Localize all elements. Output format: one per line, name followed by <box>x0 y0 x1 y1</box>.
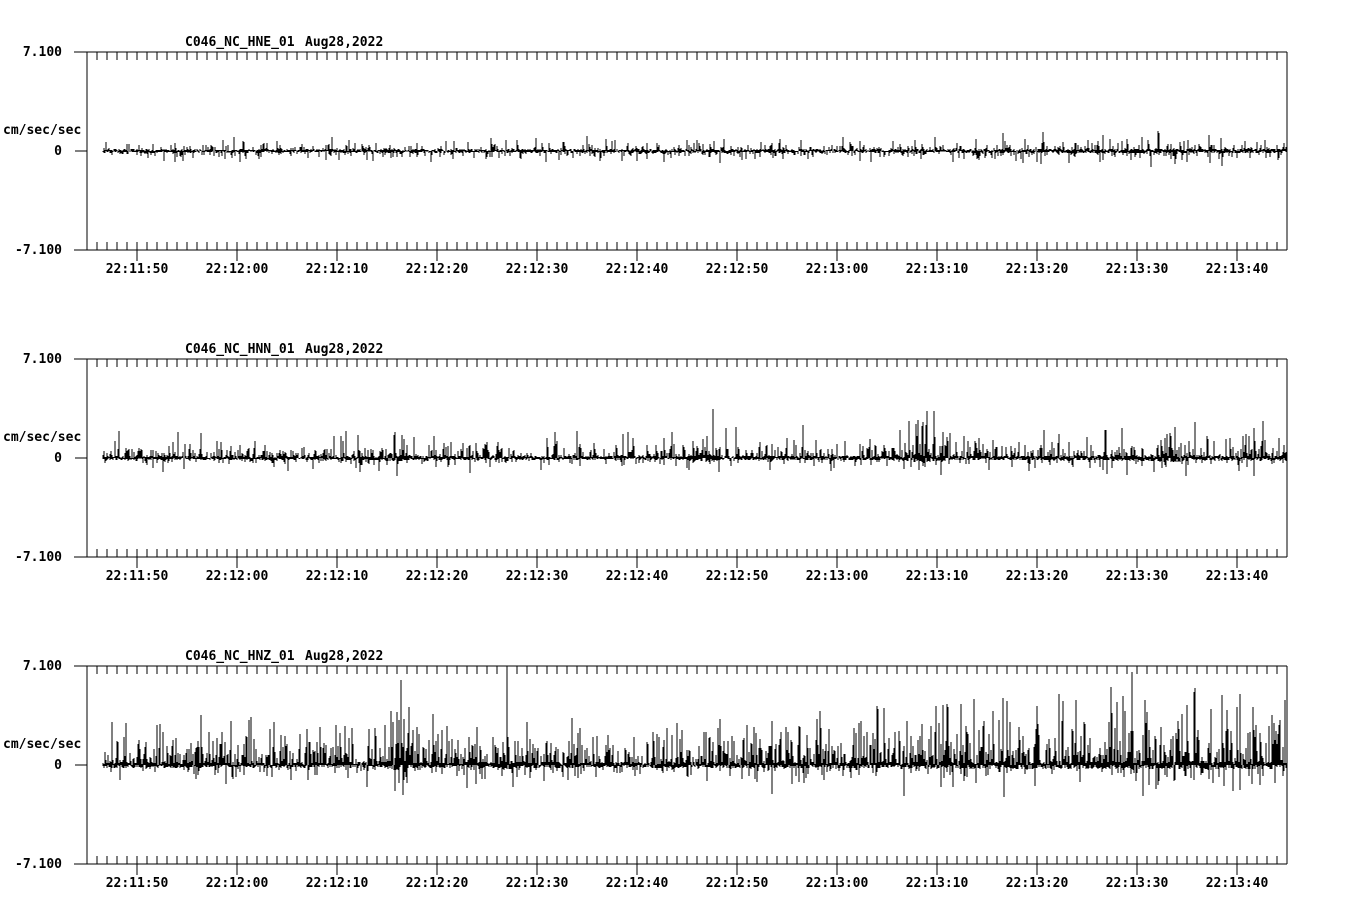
x-tick-label: 22:12:30 <box>505 876 569 891</box>
x-tick-label: 22:12:30 <box>505 262 569 277</box>
x-tick-label: 22:11:50 <box>105 262 169 277</box>
x-tick-label: 22:12:10 <box>305 569 369 584</box>
y-max-label: 7.100 <box>22 352 62 367</box>
panel-date-label: Aug28,2022 <box>305 342 384 357</box>
seismogram-canvas <box>74 358 1288 568</box>
x-tick-label: 22:13:40 <box>1205 262 1269 277</box>
panel-title: C046_NC_HNE_01 <box>185 35 295 50</box>
x-tick-label: 22:13:00 <box>805 876 869 891</box>
seismogram-panel-hne: C046_NC_HNE_01 Aug28,2022 7.100 cm/sec/s… <box>0 0 1358 307</box>
x-tick-label: 22:13:40 <box>1205 876 1269 891</box>
x-tick-label: 22:12:30 <box>505 569 569 584</box>
x-tick-label: 22:12:40 <box>605 876 669 891</box>
x-tick-label: 22:13:20 <box>1005 876 1069 891</box>
x-tick-label: 22:13:20 <box>1005 569 1069 584</box>
x-tick-label: 22:13:00 <box>805 262 869 277</box>
x-tick-label: 22:12:40 <box>605 262 669 277</box>
x-tick-label: 22:13:20 <box>1005 262 1069 277</box>
x-tick-label: 22:12:50 <box>705 262 769 277</box>
y-max-label: 7.100 <box>22 45 62 60</box>
x-tick-label: 22:12:50 <box>705 569 769 584</box>
x-tick-label: 22:11:50 <box>105 569 169 584</box>
y-axis-unit-label: cm/sec/sec <box>3 430 82 445</box>
panel-date-label: Aug28,2022 <box>305 35 384 50</box>
x-tick-label: 22:12:00 <box>205 569 269 584</box>
x-tick-label: 22:12:20 <box>405 569 469 584</box>
x-tick-label: 22:13:30 <box>1105 262 1169 277</box>
x-tick-label: 22:12:10 <box>305 262 369 277</box>
axis-frame <box>74 665 1288 875</box>
x-tick-label: 22:13:10 <box>905 262 969 277</box>
y-axis-unit-label: cm/sec/sec <box>3 737 82 752</box>
y-min-label: -7.100 <box>15 550 62 565</box>
y-zero-label: 0 <box>54 758 62 773</box>
panel-title: C046_NC_HNN_01 <box>185 342 295 357</box>
seismogram-trace <box>102 669 1287 797</box>
seismogram-canvas <box>74 665 1288 875</box>
seismogram-trace <box>102 131 1287 167</box>
x-tick-label: 22:12:10 <box>305 876 369 891</box>
axis-frame <box>74 358 1288 568</box>
seismogram-trace <box>102 409 1287 476</box>
y-axis-unit-label: cm/sec/sec <box>3 123 82 138</box>
x-tick-label: 22:13:30 <box>1105 876 1169 891</box>
y-min-label: -7.100 <box>15 857 62 872</box>
x-tick-label: 22:12:20 <box>405 876 469 891</box>
panel-title: C046_NC_HNZ_01 <box>185 649 295 664</box>
panel-date-label: Aug28,2022 <box>305 649 384 664</box>
x-tick-label: 22:13:30 <box>1105 569 1169 584</box>
x-tick-label: 22:12:00 <box>205 262 269 277</box>
x-tick-label: 22:13:40 <box>1205 569 1269 584</box>
x-tick-label: 22:12:40 <box>605 569 669 584</box>
x-tick-label: 22:11:50 <box>105 876 169 891</box>
x-tick-label: 22:13:10 <box>905 569 969 584</box>
y-min-label: -7.100 <box>15 243 62 258</box>
x-tick-label: 22:12:00 <box>205 876 269 891</box>
seismogram-panel-hnn: C046_NC_HNN_01 Aug28,2022 7.100 cm/sec/s… <box>0 307 1358 614</box>
seismogram-canvas <box>74 51 1288 261</box>
x-tick-label: 22:13:10 <box>905 876 969 891</box>
y-zero-label: 0 <box>54 451 62 466</box>
y-max-label: 7.100 <box>22 659 62 674</box>
axis-frame <box>74 51 1288 261</box>
seismogram-panel-hnz: C046_NC_HNZ_01 Aug28,2022 7.100 cm/sec/s… <box>0 614 1358 921</box>
x-tick-label: 22:12:50 <box>705 876 769 891</box>
x-tick-label: 22:13:00 <box>805 569 869 584</box>
x-tick-label: 22:12:20 <box>405 262 469 277</box>
y-zero-label: 0 <box>54 144 62 159</box>
